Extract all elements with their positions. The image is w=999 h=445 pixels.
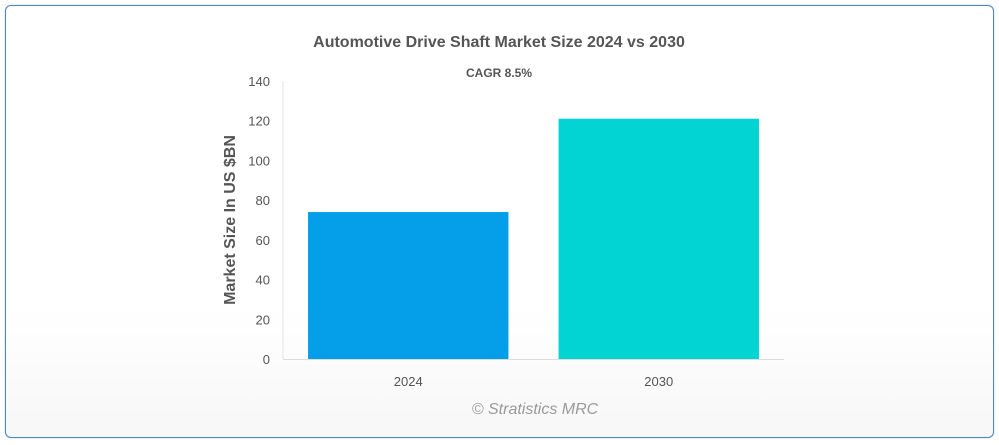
y-tick-label: 140 [248, 74, 270, 89]
x-tick-labels: 2024 2030 [394, 374, 673, 389]
chart-title: Automotive Drive Shaft Market Size 2024 … [313, 34, 685, 51]
watermark: © Stratistics MRC [472, 401, 599, 418]
y-tick-label: 80 [256, 193, 270, 208]
y-tick-label: 120 [248, 114, 270, 129]
chart-subtitle: CAGR 8.5% [466, 66, 532, 80]
y-tick-label: 20 [256, 312, 270, 327]
y-tick-label: 60 [256, 233, 270, 248]
y-tick-labels: 0 20 40 60 80 100 120 140 [248, 74, 270, 367]
y-tick-label: 0 [263, 352, 270, 367]
x-tick-label: 2024 [394, 374, 423, 389]
x-tick-label: 2030 [644, 374, 673, 389]
y-tick-label: 40 [256, 273, 270, 288]
y-tick-label: 100 [248, 153, 270, 168]
y-axis-label: Market Size In US $BN [222, 135, 239, 305]
bar-2030 [558, 118, 759, 359]
bars [308, 118, 759, 359]
bar-2024 [308, 212, 509, 359]
